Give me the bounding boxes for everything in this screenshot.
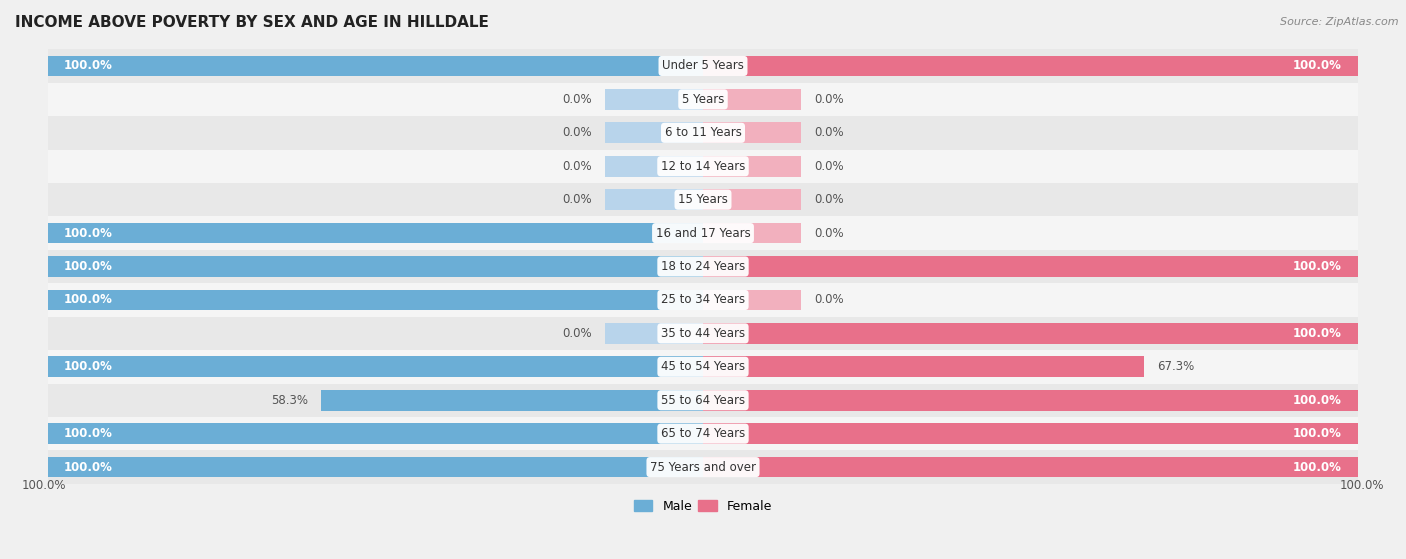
Bar bbox=[703, 423, 1358, 444]
Bar bbox=[605, 156, 703, 177]
Text: 18 to 24 Years: 18 to 24 Years bbox=[661, 260, 745, 273]
Text: 100.0%: 100.0% bbox=[65, 293, 112, 306]
Bar bbox=[48, 423, 703, 444]
Bar bbox=[703, 390, 1358, 411]
Text: 0.0%: 0.0% bbox=[814, 93, 844, 106]
Bar bbox=[703, 122, 801, 143]
Text: Source: ZipAtlas.com: Source: ZipAtlas.com bbox=[1281, 17, 1399, 27]
Bar bbox=[48, 350, 1358, 383]
Bar bbox=[48, 116, 1358, 149]
Bar bbox=[48, 290, 703, 310]
Bar bbox=[48, 55, 703, 77]
Text: 100.0%: 100.0% bbox=[1294, 427, 1341, 440]
Text: 100.0%: 100.0% bbox=[65, 59, 112, 73]
Bar bbox=[703, 89, 801, 110]
Text: 0.0%: 0.0% bbox=[814, 160, 844, 173]
Bar bbox=[321, 390, 703, 411]
Bar bbox=[48, 357, 703, 377]
Bar bbox=[703, 222, 801, 244]
Text: 100.0%: 100.0% bbox=[65, 461, 112, 473]
Text: 16 and 17 Years: 16 and 17 Years bbox=[655, 226, 751, 240]
Bar bbox=[703, 323, 1358, 344]
Bar bbox=[605, 122, 703, 143]
Text: 100.0%: 100.0% bbox=[1340, 479, 1385, 492]
Text: 0.0%: 0.0% bbox=[562, 193, 592, 206]
Bar bbox=[48, 451, 1358, 484]
Bar bbox=[48, 250, 1358, 283]
Text: INCOME ABOVE POVERTY BY SEX AND AGE IN HILLDALE: INCOME ABOVE POVERTY BY SEX AND AGE IN H… bbox=[15, 15, 489, 30]
Text: 0.0%: 0.0% bbox=[562, 93, 592, 106]
Text: 100.0%: 100.0% bbox=[21, 479, 66, 492]
Text: 100.0%: 100.0% bbox=[65, 427, 112, 440]
Text: 100.0%: 100.0% bbox=[1294, 260, 1341, 273]
Bar bbox=[48, 49, 1358, 83]
Text: 100.0%: 100.0% bbox=[1294, 461, 1341, 473]
Bar bbox=[605, 190, 703, 210]
Text: 100.0%: 100.0% bbox=[65, 226, 112, 240]
Text: 75 Years and over: 75 Years and over bbox=[650, 461, 756, 473]
Text: 100.0%: 100.0% bbox=[65, 361, 112, 373]
Text: 15 Years: 15 Years bbox=[678, 193, 728, 206]
Bar bbox=[703, 256, 1358, 277]
Bar bbox=[703, 457, 1358, 477]
Text: 6 to 11 Years: 6 to 11 Years bbox=[665, 126, 741, 139]
Text: 35 to 44 Years: 35 to 44 Years bbox=[661, 327, 745, 340]
Text: 65 to 74 Years: 65 to 74 Years bbox=[661, 427, 745, 440]
Text: 100.0%: 100.0% bbox=[1294, 394, 1341, 407]
Bar bbox=[48, 316, 1358, 350]
Text: 0.0%: 0.0% bbox=[814, 226, 844, 240]
Bar bbox=[48, 256, 703, 277]
Bar bbox=[605, 323, 703, 344]
Bar bbox=[703, 190, 801, 210]
Text: 100.0%: 100.0% bbox=[65, 260, 112, 273]
Text: 0.0%: 0.0% bbox=[562, 327, 592, 340]
Bar bbox=[48, 383, 1358, 417]
Text: 25 to 34 Years: 25 to 34 Years bbox=[661, 293, 745, 306]
Bar bbox=[48, 216, 1358, 250]
Text: 5 Years: 5 Years bbox=[682, 93, 724, 106]
Text: 0.0%: 0.0% bbox=[814, 126, 844, 139]
Text: 12 to 14 Years: 12 to 14 Years bbox=[661, 160, 745, 173]
Bar bbox=[48, 222, 703, 244]
Legend: Male, Female: Male, Female bbox=[628, 495, 778, 518]
Bar bbox=[703, 55, 1358, 77]
Text: 0.0%: 0.0% bbox=[562, 160, 592, 173]
Text: 58.3%: 58.3% bbox=[271, 394, 308, 407]
Text: 0.0%: 0.0% bbox=[814, 293, 844, 306]
Bar bbox=[48, 417, 1358, 451]
Bar bbox=[48, 183, 1358, 216]
Text: 100.0%: 100.0% bbox=[1294, 327, 1341, 340]
Bar bbox=[703, 156, 801, 177]
Bar bbox=[703, 290, 801, 310]
Text: 45 to 54 Years: 45 to 54 Years bbox=[661, 361, 745, 373]
Text: 0.0%: 0.0% bbox=[562, 126, 592, 139]
Bar bbox=[48, 83, 1358, 116]
Bar bbox=[48, 149, 1358, 183]
Text: 55 to 64 Years: 55 to 64 Years bbox=[661, 394, 745, 407]
Text: Under 5 Years: Under 5 Years bbox=[662, 59, 744, 73]
Bar bbox=[703, 357, 1144, 377]
Bar bbox=[48, 457, 703, 477]
Bar bbox=[605, 89, 703, 110]
Text: 67.3%: 67.3% bbox=[1157, 361, 1194, 373]
Bar bbox=[48, 283, 1358, 316]
Text: 0.0%: 0.0% bbox=[814, 193, 844, 206]
Text: 100.0%: 100.0% bbox=[1294, 59, 1341, 73]
